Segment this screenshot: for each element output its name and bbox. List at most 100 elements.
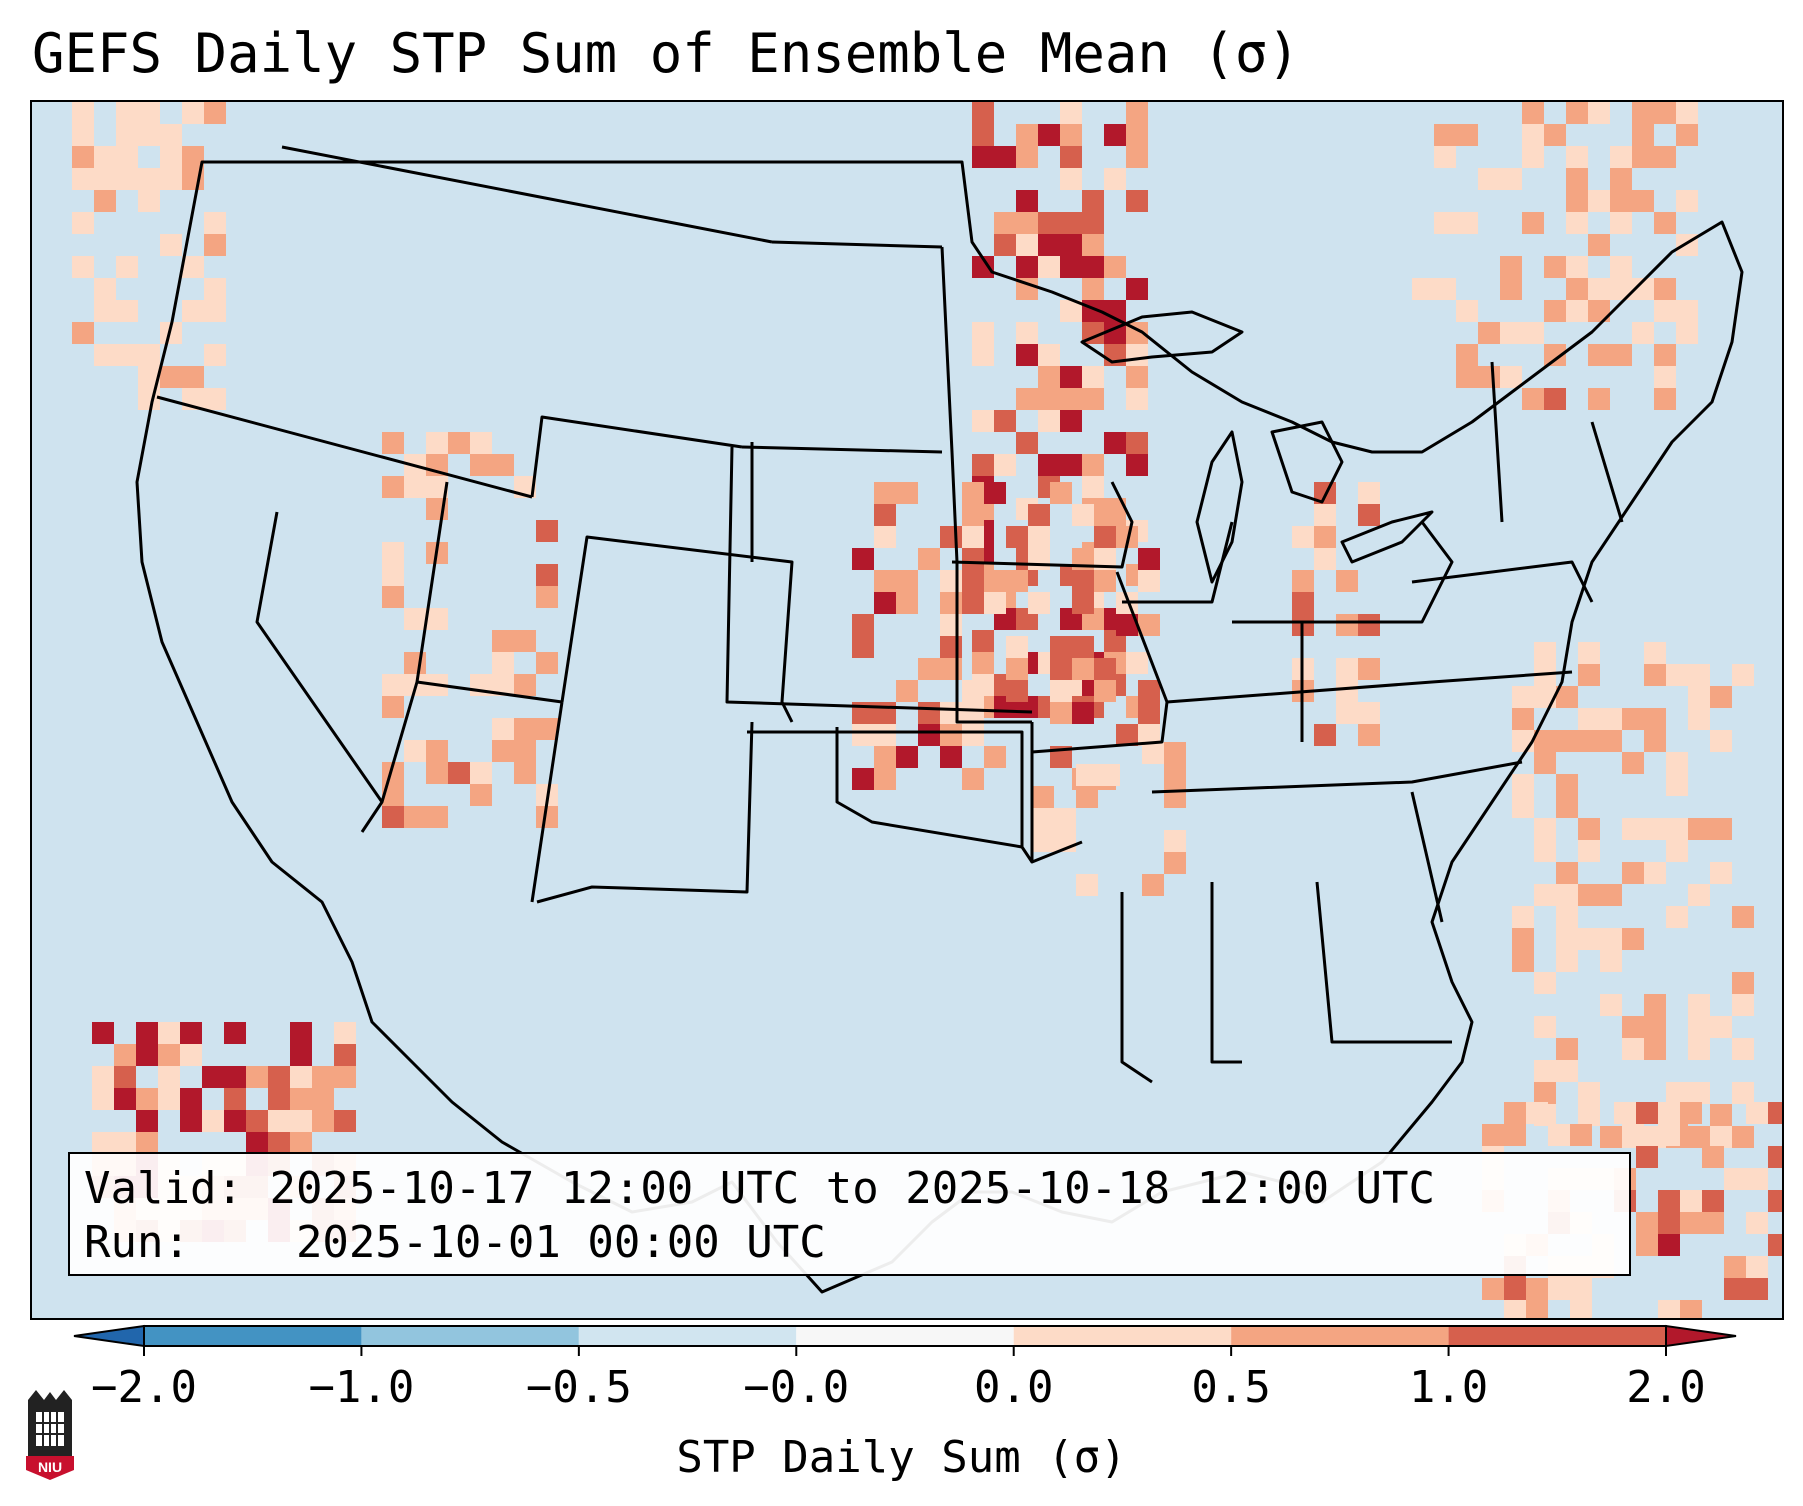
anomaly-cell: [1412, 278, 1434, 300]
anomaly-cell: [1724, 1256, 1746, 1278]
anomaly-cell: [204, 278, 226, 300]
anomaly-cell: [1104, 168, 1126, 190]
anomaly-cell: [382, 564, 404, 586]
anomaly-cell: [972, 146, 994, 168]
anomaly-cell: [290, 1132, 312, 1154]
anomaly-cell: [138, 168, 160, 190]
anomaly-cell: [116, 124, 138, 146]
anomaly-cell: [182, 256, 204, 278]
anomaly-cell: [204, 212, 226, 234]
anomaly-cell: [1556, 862, 1578, 884]
anomaly-cell: [1658, 1124, 1680, 1146]
colorbar-segment: [578, 1326, 797, 1346]
anomaly-cell: [1500, 366, 1522, 388]
anomaly-cell: [1016, 388, 1038, 410]
anomaly-cell: [1126, 652, 1148, 674]
anomaly-cell: [1710, 1126, 1732, 1148]
anomaly-cell: [492, 740, 514, 762]
anomaly-cell: [1688, 664, 1710, 686]
anomaly-cell: [1060, 146, 1082, 168]
lake-michigan: [1195, 430, 1244, 584]
anomaly-cell: [136, 1022, 158, 1044]
anomaly-cell: [1746, 1212, 1768, 1234]
anomaly-cell: [1512, 686, 1534, 708]
anomaly-cell: [940, 614, 962, 636]
anomaly-cell: [404, 806, 426, 828]
anomaly-cell: [138, 190, 160, 212]
anomaly-cell: [1504, 1124, 1526, 1146]
anomaly-cell: [1654, 146, 1676, 168]
anomaly-cell: [1588, 234, 1610, 256]
anomaly-cell: [1556, 796, 1578, 818]
anomaly-cell: [1076, 874, 1098, 896]
anomaly-cell: [1666, 818, 1688, 840]
anomaly-cell: [1522, 388, 1544, 410]
anomaly-cell: [138, 102, 160, 124]
anomaly-cell: [182, 146, 204, 168]
anomaly-cell: [158, 1022, 180, 1044]
anomaly-cell: [1138, 680, 1160, 702]
anomaly-cell: [1126, 432, 1148, 454]
anomaly-cell: [1534, 752, 1556, 774]
anomaly-cell: [962, 680, 984, 702]
anomaly-cell: [1578, 642, 1600, 664]
anomaly-cell: [874, 702, 896, 724]
anomaly-cell: [1724, 1278, 1746, 1300]
svg-text:NIU: NIU: [38, 1459, 62, 1475]
colorbar-tick-label: −0.0: [743, 1362, 849, 1413]
anomaly-cell: [1434, 212, 1456, 234]
anomaly-cell: [1006, 680, 1028, 702]
anomaly-cell: [1556, 730, 1578, 752]
anomaly-cell: [268, 1066, 290, 1088]
anomaly-cell: [1060, 102, 1082, 124]
anomaly-cell: [1142, 742, 1164, 764]
anomaly-cell: [290, 1110, 312, 1132]
anomaly-cell: [1358, 482, 1380, 504]
anomaly-cell: [896, 592, 918, 614]
stp-anomaly-cells: [72, 102, 1782, 1318]
anomaly-cell: [1072, 592, 1094, 614]
anomaly-cell: [114, 1066, 136, 1088]
anomaly-cell: [1104, 124, 1126, 146]
anomaly-cell: [1482, 1124, 1504, 1146]
anomaly-cell: [514, 740, 536, 762]
anomaly-cell: [72, 102, 94, 124]
anomaly-cell: [972, 322, 994, 344]
anomaly-cell: [470, 432, 492, 454]
anomaly-cell: [158, 1066, 180, 1088]
anomaly-cell: [1688, 686, 1710, 708]
anomaly-cell: [1336, 614, 1358, 636]
colorbar: −2.0 −1.0 −0.5 −0.0 0.0 0.5 1.0 2.0: [73, 1324, 1737, 1413]
anomaly-cell: [1142, 874, 1164, 896]
anomaly-cell: [334, 1022, 356, 1044]
anomaly-cell: [1556, 906, 1578, 928]
anomaly-cell: [972, 124, 994, 146]
anomaly-cell: [1566, 190, 1588, 212]
anomaly-cell: [1622, 928, 1644, 950]
anomaly-cell: [136, 1088, 158, 1110]
anomaly-cell: [1138, 614, 1160, 636]
colorbar-tick-label: −0.5: [526, 1362, 632, 1413]
anomaly-cell: [962, 768, 984, 790]
anomaly-cell: [1050, 482, 1072, 504]
anomaly-cell: [1534, 884, 1556, 906]
anomaly-cell: [204, 300, 226, 322]
anomaly-cell: [334, 1066, 356, 1088]
anomaly-cell: [202, 1110, 224, 1132]
anomaly-cell: [290, 1022, 312, 1044]
anomaly-cell: [1768, 1146, 1782, 1168]
anomaly-cell: [1094, 658, 1116, 680]
anomaly-cell: [1666, 840, 1688, 862]
anomaly-cell: [536, 586, 558, 608]
anomaly-cell: [984, 570, 1006, 592]
anomaly-cell: [426, 476, 448, 498]
anomaly-cell: [972, 630, 994, 652]
anomaly-cell: [1746, 1168, 1768, 1190]
anomaly-cell: [1578, 840, 1600, 862]
anomaly-cell: [1116, 724, 1138, 746]
anomaly-cell: [138, 124, 160, 146]
anomaly-cell: [1050, 702, 1072, 724]
anomaly-cell: [92, 1088, 114, 1110]
anomaly-cell: [1358, 504, 1380, 526]
anomaly-cell: [1164, 786, 1186, 808]
